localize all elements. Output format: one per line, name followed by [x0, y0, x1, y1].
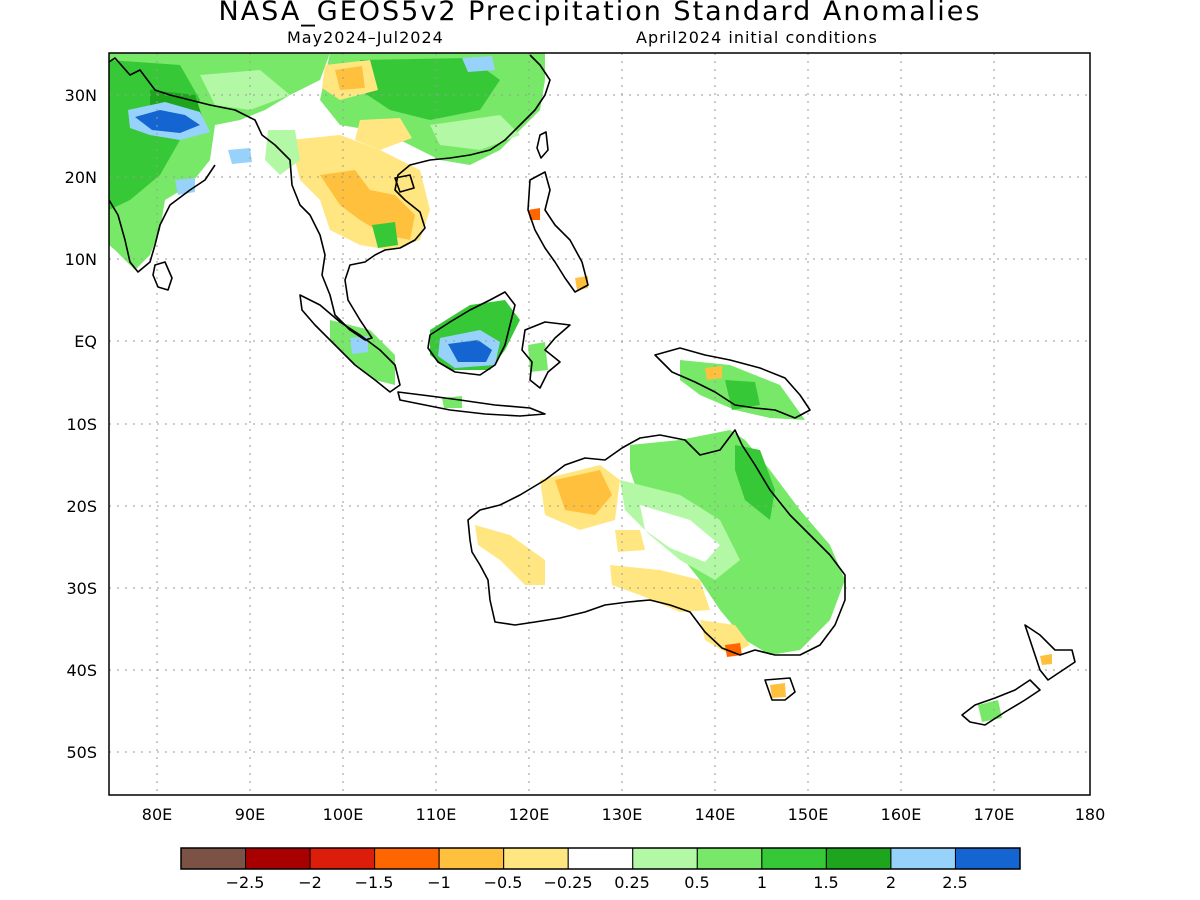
colorbar-tick-label: −0.25 — [543, 873, 592, 892]
colorbar-swatch — [503, 847, 569, 870]
lat-label-20s: 20S — [66, 497, 97, 516]
western-australia-dry-band — [475, 525, 545, 585]
lon-label-130e: 130E — [602, 805, 643, 824]
south-china-dry-patch — [355, 118, 412, 150]
colorbar-swatch — [438, 847, 505, 870]
tibet-light-wet — [200, 70, 290, 110]
colorbar-tick-label: −2.5 — [226, 873, 265, 892]
australia-wet-strip-east — [735, 445, 775, 520]
himalaya-blue-patch — [228, 148, 252, 164]
australia-wet-east — [630, 430, 845, 655]
lon-label-90e: 90E — [235, 805, 265, 824]
colorbar-swatch — [245, 847, 311, 870]
lat-label-30s: 30S — [66, 579, 97, 598]
sumatra-blue-patch — [350, 336, 368, 354]
colorbar-tick-label: −2 — [298, 873, 322, 892]
colorbar-swatch — [696, 847, 763, 870]
sumatra-coastline — [299, 294, 401, 393]
colorbar-swatch — [954, 847, 1021, 870]
lat-label-40s: 40S — [66, 661, 97, 680]
map-frame — [108, 52, 1091, 796]
colorbar-swatch — [567, 847, 634, 870]
colorbar-swatch — [374, 847, 440, 870]
kimberley-dry-core — [555, 470, 612, 515]
lon-label-160e: 160E — [881, 805, 922, 824]
colorbar-swatch — [180, 847, 247, 870]
colorbar-frame — [180, 847, 1021, 870]
graticule — [109, 53, 1090, 795]
new-zealand-north-coastline — [1024, 624, 1076, 681]
new-guinea-strong-wet — [725, 380, 760, 410]
colorbar-swatch — [890, 847, 956, 870]
tasmania-dry-patch — [770, 683, 786, 698]
asia-coastline — [109, 54, 551, 341]
lon-label-100e: 100E — [323, 805, 364, 824]
lat-label-10n: 10N — [65, 250, 97, 269]
india-coastline — [109, 164, 216, 273]
india-extreme-wet-patch — [135, 110, 200, 133]
lon-label-150e: 150E — [788, 805, 829, 824]
lon-label-180: 180 — [1075, 805, 1106, 824]
central-china-dry-core — [335, 66, 365, 90]
colorbar-swatch — [632, 847, 698, 870]
australia-coastline — [467, 429, 846, 656]
longitude-labels: 80E 90E 100E 110E 120E 130E 140E 150E 16… — [142, 805, 1106, 824]
colorbar-swatches — [180, 847, 1021, 870]
colorbar: −2.5 −2 −1.5 −1 −0.5 −0.25 0.25 0.5 1 1.… — [180, 847, 1021, 892]
central-australia-dry-band — [615, 530, 645, 552]
sri-lanka-coastline — [152, 261, 173, 291]
lat-label-eq: EQ — [74, 332, 97, 351]
forecast-period-label: May2024–Jul2024 — [287, 28, 444, 47]
coastlines — [109, 54, 1076, 726]
new-zealand-south-coastline — [961, 679, 1041, 726]
new-zealand-wet-patch — [978, 700, 1002, 722]
java-coastline — [397, 391, 546, 417]
philippines-coastline — [527, 171, 589, 293]
lon-label-120e: 120E — [509, 805, 550, 824]
colorbar-swatch — [309, 847, 376, 870]
lon-label-140e: 140E — [695, 805, 736, 824]
new-zealand-dry-patch — [1040, 654, 1052, 665]
colorbar-tick-label: 0.5 — [684, 873, 709, 892]
lat-label-10s: 10S — [66, 415, 97, 434]
lat-label-30n: 30N — [65, 86, 97, 105]
china-blue-patch — [462, 56, 495, 72]
taiwan-coastline — [536, 131, 549, 159]
anomaly-shading — [109, 53, 1052, 722]
sulawesi-coastline — [521, 321, 571, 389]
new-guinea-dry-patch — [705, 366, 722, 380]
colorbar-swatch — [761, 847, 827, 870]
bay-bengal-blue-patch — [175, 178, 195, 195]
lon-label-80e: 80E — [142, 805, 172, 824]
map-title: NASA_GEOS5v2 Precipitation Standard Anom… — [218, 0, 982, 27]
borneo-coastline — [427, 291, 516, 376]
colorbar-tick-label: −1.5 — [355, 873, 394, 892]
initial-conditions-label: April2024 initial conditions — [636, 28, 878, 47]
great-australian-bight-dry — [610, 565, 710, 612]
hainan-coastline — [394, 174, 415, 193]
australia-neutral-interior — [640, 505, 720, 562]
china-strong-wet — [360, 58, 500, 120]
lat-label-50s: 50S — [66, 743, 97, 762]
lon-label-110e: 110E — [416, 805, 457, 824]
new-guinea-coastline — [654, 347, 811, 419]
colorbar-tick-label: 1 — [757, 873, 767, 892]
colorbar-tick-label: 0.25 — [614, 873, 650, 892]
colorbar-swatch — [825, 847, 892, 870]
lon-label-170e: 170E — [974, 805, 1015, 824]
colorbar-tick-label: 2.5 — [942, 873, 967, 892]
china-light-wet — [430, 115, 520, 150]
colorbar-tick-labels: −2.5 −2 −1.5 −1 −0.5 −0.25 0.25 0.5 1 1.… — [226, 873, 968, 892]
vietnam-wet-patch — [372, 222, 398, 248]
borneo-extreme-wet-core — [448, 340, 492, 362]
tasmania-coastline — [764, 677, 796, 701]
latitude-labels: 30N 20N 10N EQ 10S 20S 30S 40S 50S — [65, 86, 97, 762]
colorbar-tick-label: 1.5 — [813, 873, 838, 892]
sulawesi-wet-patch — [528, 342, 548, 372]
colorbar-tick-label: −1 — [427, 873, 451, 892]
lat-label-20n: 20N — [65, 168, 97, 187]
colorbar-tick-label: −0.5 — [484, 873, 523, 892]
colorbar-tick-label: 2 — [886, 873, 896, 892]
